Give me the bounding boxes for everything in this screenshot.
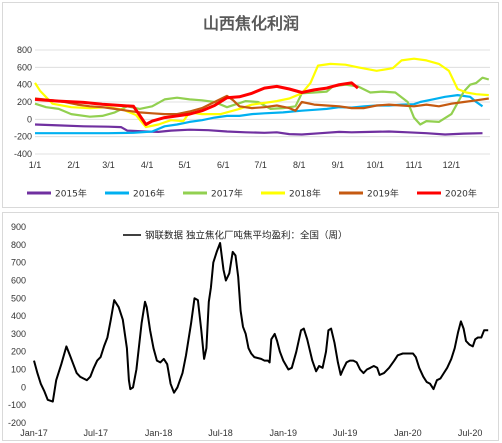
x-tick-label: Jan-18 [145,428,173,438]
x-tick-label: Jan-19 [270,428,298,438]
y-tick-label: 0 [21,382,26,392]
y-tick-label: 400 [17,80,32,90]
series-line-2 [35,94,484,135]
legend-label: 2017年 [211,188,243,200]
y-tick-label: -100 [8,400,26,410]
legend-label: 2016年 [133,188,165,200]
x-tick-label: 11/1 [406,160,423,170]
x-tick-label: Jul-19 [333,428,358,438]
y-tick-label: -200 [14,132,32,142]
y-tick-label: 100 [11,365,26,375]
y-tick-label: 800 [17,45,32,55]
y-tick-label: 300 [11,329,26,339]
x-tick-label: 6/1 [217,160,230,170]
series-line-3 [34,76,490,126]
x-tick-label: 2/1 [67,160,80,170]
y-tick-label: 200 [17,97,32,107]
legend-label: 2019年 [367,188,399,200]
x-tick-label: Jan-20 [394,428,422,438]
x-tick-label: 7/1 [254,160,267,170]
chart-top-svg: 山西焦化利润 800 600 400 200 0 -200 -400 1/1 2/1 3/1 4/… [14,14,490,200]
y-tick-label: 700 [11,258,26,268]
x-tick-label: Jul-18 [208,428,233,438]
chart-panel-national-coking-profit: 900 800 700 600 500 400 300 200 100 0 -100 -200 Jan… [2,212,499,441]
series-line-5 [34,94,489,116]
legend-label: 2018年 [289,188,321,200]
y-tick-label: -400 [14,149,32,159]
y-tick-label: 600 [17,62,32,72]
chart-panel-shanxi-coking-profit: 山西焦化利润 800 600 400 200 0 -200 -400 1/1 2/1 3/1 4/… [2,2,499,208]
x-tick-label: Jul-17 [84,428,109,438]
chart-bottom-svg: 900 800 700 600 500 400 300 200 100 0 -100 -200 Jan… [8,222,489,438]
x-tick-label: 12/1 [443,160,461,170]
x-tick-label: 3/1 [102,160,115,170]
y-tick-label: 400 [11,311,26,321]
x-tick-label: 4/1 [141,160,154,170]
y-tick-label: 200 [11,347,26,357]
x-tick-label: 1/1 [29,160,42,170]
legend-label: 2020年 [445,188,477,200]
x-tick-label: 10/1 [367,160,385,170]
y-tick-label: 600 [11,275,26,285]
y-tick-label: 800 [11,240,26,250]
series-line-4 [34,57,489,129]
x-tick-label: 9/1 [332,160,345,170]
x-tick-label: Jan-17 [20,428,48,438]
y-tick-label: -200 [8,418,26,428]
x-tick-label: Jul-20 [458,428,483,438]
x-tick-label: 8/1 [293,160,306,170]
series-line-6 [34,81,359,126]
series-line-1 [33,242,489,403]
y-tick-label: 0 [27,114,32,124]
series-line-1 [34,123,483,136]
y-tick-label: 500 [11,293,26,303]
x-tick-label: 5/1 [178,160,191,170]
legend-label: 钢联数据 独立焦化厂吨焦平均盈利：全国（周） [145,230,348,242]
y-tick-label: 900 [11,222,26,232]
chart-title: 山西焦化利润 [203,14,299,33]
legend-label: 2015年 [55,188,87,200]
